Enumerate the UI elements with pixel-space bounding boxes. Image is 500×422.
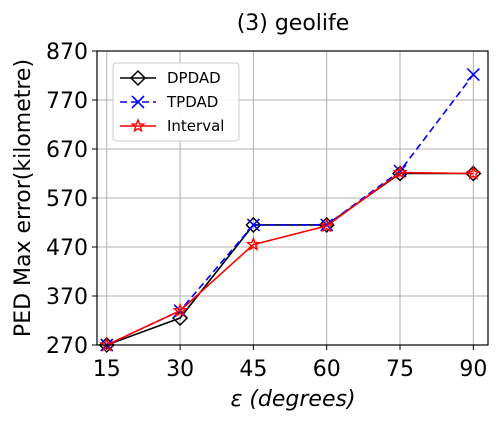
data-point [392, 164, 408, 179]
x-marker-stroke [466, 67, 480, 82]
data-point [245, 216, 262, 234]
y-tick-label: 570 [46, 187, 88, 212]
y-tick-label: 370 [46, 285, 88, 310]
x-axis: 15 30 45 60 75 90 [93, 345, 487, 382]
legend-label: DPDAD [167, 69, 221, 87]
legend-item: DPDAD [120, 69, 221, 87]
y-tick-label: 870 [46, 40, 88, 65]
x-tick-label: 60 [313, 357, 341, 382]
y-axis-label: PED Max error(kilometre) [11, 59, 36, 337]
legend: DPDAD TPDAD Interval [112, 62, 240, 142]
legend-marker [130, 118, 146, 133]
legend-item: TPDAD [120, 93, 218, 111]
x-tick-label: 90 [459, 357, 487, 382]
data-point [319, 218, 335, 233]
series-layer [98, 67, 482, 354]
legend-label: TPDAD [166, 93, 218, 111]
x-tick-label: 45 [239, 357, 267, 382]
legend-marker [129, 69, 147, 87]
y-tick-label: 270 [46, 334, 88, 359]
x-tick-label: 30 [166, 357, 194, 382]
series-interval [99, 164, 481, 352]
data-point [465, 165, 481, 180]
x-marker-stroke [246, 218, 260, 232]
legend-box [112, 62, 240, 142]
y-tick-label: 770 [46, 89, 88, 114]
x-marker-stroke [131, 95, 145, 109]
series-dpdad [98, 165, 482, 354]
x-axis-unit: (degrees) [249, 387, 355, 412]
legend-item: Interval [120, 117, 224, 135]
legend-marker [131, 95, 145, 109]
y-tick-label: 670 [46, 138, 88, 163]
y-axis: 270 370 470 570 670 770 870 [46, 40, 97, 359]
x-axis-label: ε (degrees) [230, 387, 355, 412]
data-point [245, 236, 261, 251]
x-tick-label: 75 [386, 357, 414, 382]
chart-title: (3) geolife [237, 11, 350, 36]
legend-label: Interval [167, 117, 224, 135]
data-point [246, 218, 260, 232]
x-tick-label: 15 [93, 357, 121, 382]
y-tick-label: 470 [46, 236, 88, 261]
series-line [106, 172, 474, 346]
data-point [466, 67, 480, 82]
data-point [172, 302, 188, 318]
x-axis-symbol: ε [230, 387, 242, 412]
series-line [106, 171, 474, 346]
